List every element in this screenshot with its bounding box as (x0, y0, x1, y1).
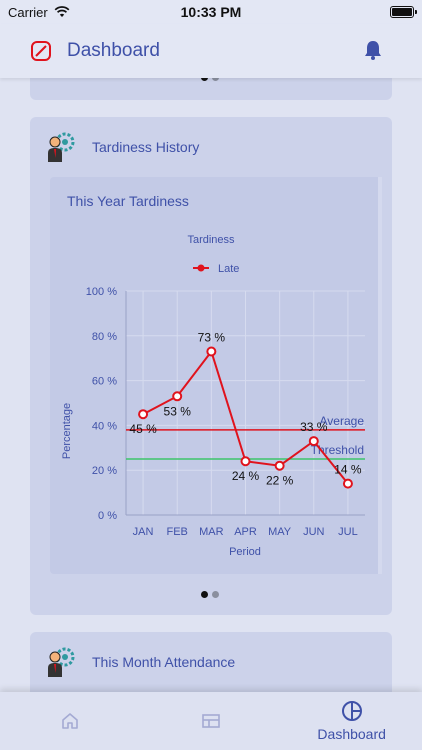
y-tick-label: 0 % (98, 510, 117, 522)
carrier-label: Carrier (8, 4, 48, 20)
x-tick-label: JUL (338, 526, 358, 538)
card-title: This Month Attendance (92, 654, 236, 670)
scrollbar[interactable] (378, 177, 382, 574)
legend-label: Late (218, 263, 239, 275)
data-label: 14 % (334, 463, 362, 477)
x-tick-label: JUN (303, 526, 324, 538)
employee-gear-icon (48, 132, 75, 162)
data-point (342, 478, 353, 489)
home-icon (62, 713, 79, 729)
tab-home[interactable] (0, 692, 141, 750)
data-label: 53 % (164, 404, 192, 418)
card-title: Tardiness History (92, 139, 200, 155)
reference-label-threshold: Threshold (311, 443, 364, 457)
y-tick-label: 100 % (86, 286, 117, 298)
y-tick-label: 20 % (92, 465, 117, 477)
chart-card-title: This Year Tardiness (67, 193, 189, 209)
data-label: 73 % (198, 330, 226, 344)
reference-label-average: Average (320, 414, 365, 428)
tardiness-history-card: Tardiness History This Year Tardiness Ta… (30, 117, 392, 615)
data-label: 45 % (129, 422, 157, 436)
y-tick-label: 60 % (92, 376, 117, 388)
data-point (240, 456, 251, 467)
legend: Late (193, 263, 239, 275)
tardiness-line-chart: Tardiness Late Percentage Period 0 % 20 %… (61, 234, 365, 558)
chart-card[interactable]: This Year Tardiness Tardiness Late Perce… (50, 177, 382, 574)
x-tick-label: MAR (199, 526, 224, 538)
data-label: 22 % (266, 474, 294, 488)
tab-bar: Dashboard (0, 692, 422, 750)
page-dot[interactable] (212, 591, 219, 598)
app-header: Dashboard (0, 24, 422, 78)
x-axis-label: Period (229, 546, 261, 558)
data-point (308, 436, 319, 447)
x-tick-label: JAN (133, 526, 154, 538)
chart-grid (126, 290, 365, 516)
battery-icon (390, 6, 417, 18)
status-bar: Carrier 10:33 PM (0, 0, 422, 24)
page-indicator[interactable] (201, 591, 219, 598)
chart-title: Tardiness (187, 234, 235, 246)
bell-icon[interactable] (362, 39, 384, 61)
series-late (138, 346, 353, 489)
x-tick-label: APR (234, 526, 257, 538)
tab-dashboard[interactable]: Dashboard (281, 692, 422, 750)
x-tick-label: FEB (167, 526, 188, 538)
page-dot[interactable] (201, 591, 208, 598)
tab-label: Dashboard (317, 726, 386, 742)
data-point (206, 346, 217, 357)
data-point (172, 391, 183, 402)
chart-axes: 0 % 20 % 40 % 60 % 80 % 100 % JAN FEB MAR APR MAY J… (86, 286, 365, 538)
data-label: 33 % (300, 420, 328, 434)
data-label: 24 % (232, 469, 260, 483)
layout-icon (202, 714, 220, 728)
x-tick-label: MAY (268, 526, 292, 538)
data-point (138, 409, 149, 420)
y-axis-label: Percentage (61, 403, 73, 459)
y-tick-label: 40 % (92, 420, 117, 432)
data-labels: 45 % 53 % 73 % 24 % 22 % 33 % 14 % (129, 330, 362, 487)
leaf-icon[interactable] (30, 40, 52, 62)
page-title: Dashboard (67, 40, 160, 61)
employee-gear-icon (48, 647, 75, 677)
data-point (274, 460, 285, 471)
wifi-icon (54, 6, 70, 17)
y-tick-label: 80 % (92, 331, 117, 343)
status-time: 10:33 PM (180, 4, 242, 20)
tab-layout[interactable] (141, 692, 282, 750)
dashboard-icon (341, 701, 362, 721)
